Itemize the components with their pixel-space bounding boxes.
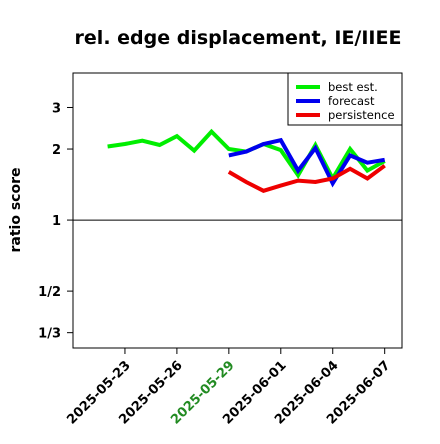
y-tick-label: 1 bbox=[52, 214, 61, 229]
y-tick-label: 3 bbox=[52, 101, 61, 116]
y-tick-label: 1/2 bbox=[38, 285, 61, 300]
series-line-persistence bbox=[227, 164, 386, 193]
y-axis: 1/3 1/2 1 2 3 bbox=[38, 101, 73, 342]
y-tick-label: 2 bbox=[52, 143, 61, 158]
chart-title: rel. edge displacement, IE/IIEE bbox=[75, 27, 402, 49]
series-line-forecast bbox=[228, 137, 386, 188]
plot-frame bbox=[72, 72, 403, 349]
x-axis: 2025-05-232025-05-262025-05-292025-06-01… bbox=[64, 348, 394, 428]
series-layer bbox=[107, 128, 386, 193]
legend-label: persistence bbox=[328, 108, 395, 122]
y-tick-label: 1/3 bbox=[38, 327, 61, 342]
y-axis-label: ratio score bbox=[8, 168, 24, 253]
legend-label: forecast bbox=[328, 94, 375, 108]
legend-label: best est. bbox=[328, 80, 378, 94]
